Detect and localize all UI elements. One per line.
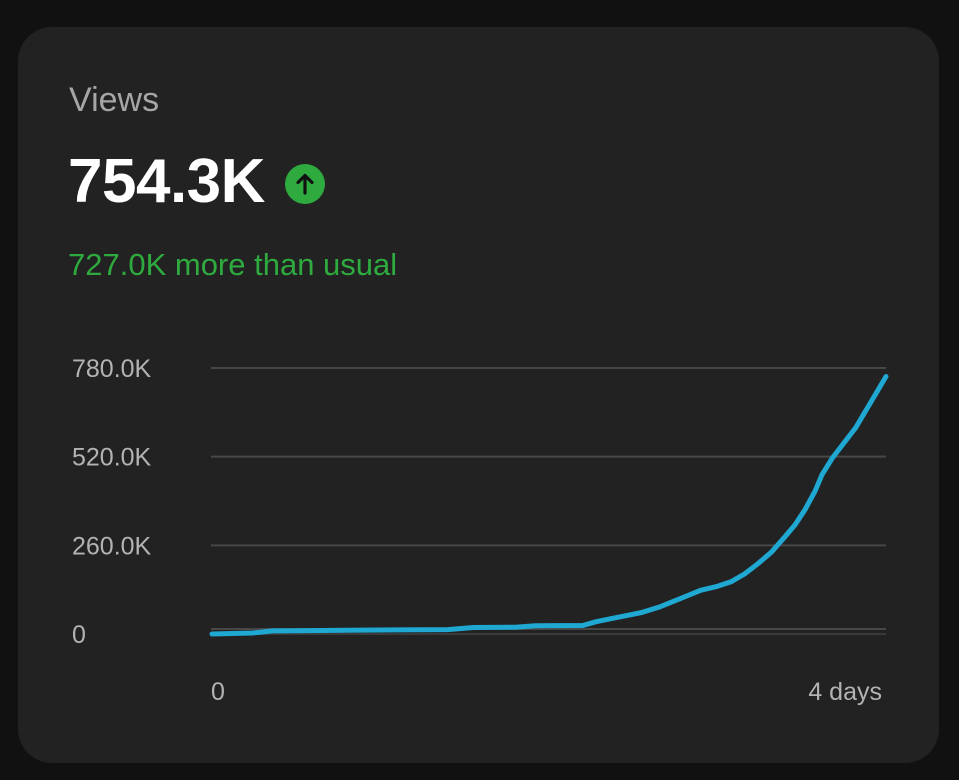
grid-lines <box>211 367 886 630</box>
y-tick-label: 780.0K <box>72 355 152 383</box>
y-tick-label: 520.0K <box>72 444 152 472</box>
y-tick-label: 0 <box>72 621 86 649</box>
views-card: Views 754.3K 727.0K more than usual <box>18 27 939 763</box>
views-series-line <box>209 374 889 637</box>
arrow-up-glyph <box>296 173 314 195</box>
delta-text: 727.0K more than usual <box>68 247 398 282</box>
card-title: Views <box>69 81 160 119</box>
arrow-up-icon <box>284 164 325 204</box>
y-tick-labels: 0 260.0K 520.0K 780.0K <box>72 355 152 649</box>
views-value: 754.3K <box>68 147 265 216</box>
x-tick-label: 4 days <box>808 678 882 706</box>
y-tick-label: 260.0K <box>72 532 152 560</box>
x-tick-label: 0 <box>211 678 225 706</box>
value-row: 754.3K <box>68 151 325 213</box>
x-tick-labels: 0 4 days <box>211 678 882 706</box>
